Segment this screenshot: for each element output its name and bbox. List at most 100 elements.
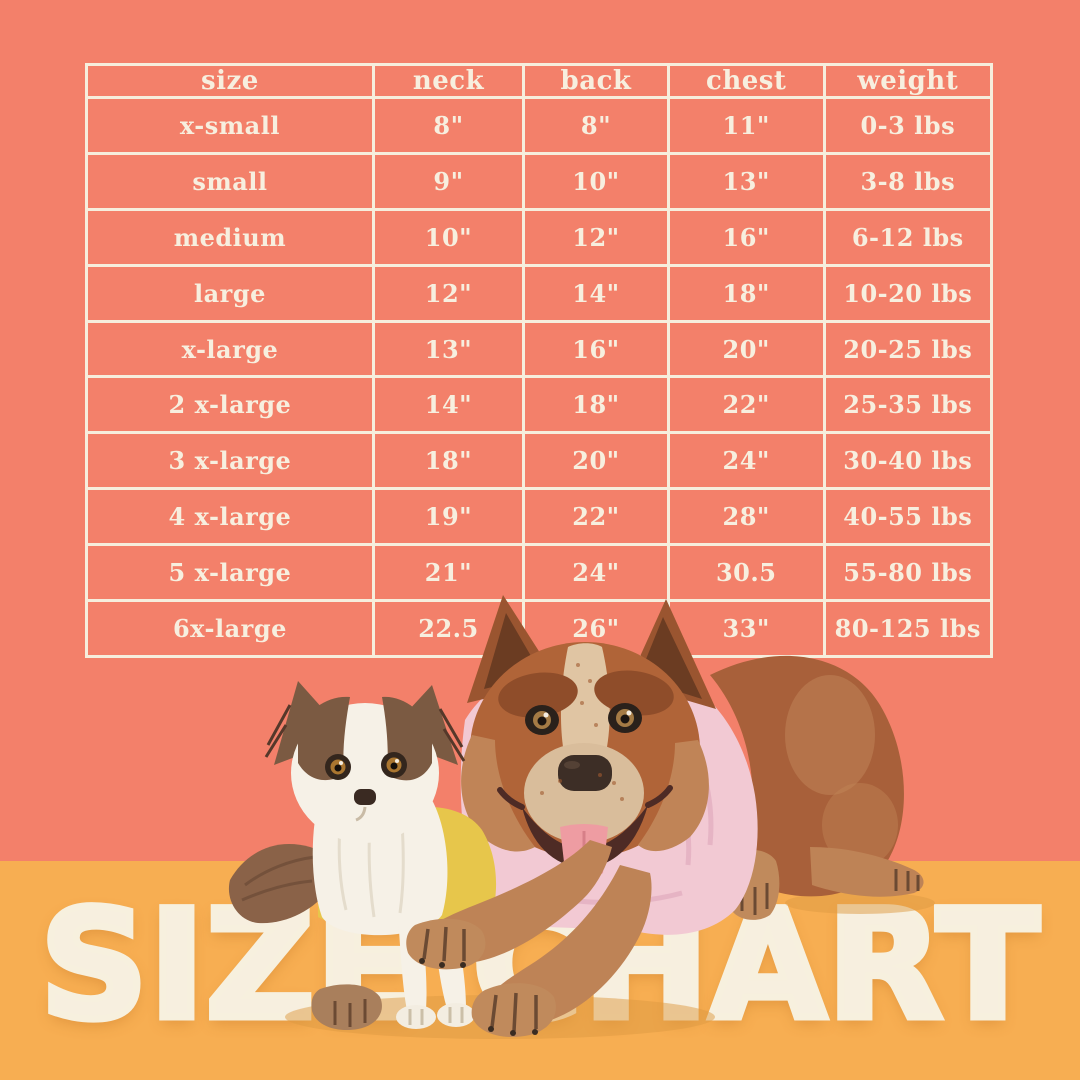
table-cell: 16"	[522, 319, 670, 379]
header-row: size neck back chest weight	[85, 63, 994, 99]
table-cell: 20"	[522, 431, 670, 491]
dogs-illustration	[228, 595, 935, 1039]
table-row: large 12" 14" 18" 10-20 lbs	[85, 263, 994, 323]
table-cell: 12"	[371, 263, 526, 323]
left-pupil	[537, 716, 547, 726]
chihuahua	[228, 681, 497, 1031]
table-cell: 18"	[666, 263, 826, 323]
column-header: size	[85, 63, 375, 99]
table-row: x-large 13" 16" 20" 20-25 lbs	[85, 319, 994, 379]
table-cell: 20-25 lbs	[822, 319, 994, 379]
table-cell: 22"	[666, 375, 826, 435]
table-cell: 33"	[666, 599, 826, 658]
table-cell: 6x-large	[85, 599, 375, 658]
table-cell: 25-35 lbs	[822, 375, 994, 435]
table-cell: 10-20 lbs	[822, 263, 994, 323]
table-row: 4 x-large 19" 22" 28" 40-55 lbs	[85, 487, 994, 547]
cheek-fur-left	[461, 735, 535, 852]
hind-paw-toes	[894, 869, 920, 891]
table-cell: 20"	[666, 319, 826, 379]
chihuahua-mouth	[355, 806, 367, 822]
paw-nail	[510, 1030, 516, 1036]
nose	[558, 755, 612, 791]
chihuahua-tail	[228, 843, 337, 924]
table-cell: 24"	[522, 543, 670, 603]
table-cell: 18"	[371, 431, 526, 491]
brow-right	[594, 670, 674, 716]
chihuahua-nose	[354, 789, 376, 805]
table-cell: 8"	[371, 96, 526, 155]
table-cell: x-small	[85, 96, 375, 155]
table-cell: 12"	[522, 207, 670, 267]
table-cell: 3-8 lbs	[822, 151, 994, 211]
table-cell: 9"	[371, 151, 526, 211]
table-cell: 5 x-large	[85, 543, 375, 603]
table-cell: 21"	[371, 543, 526, 603]
brow-left	[498, 672, 578, 718]
right-pupil	[390, 762, 398, 770]
table-cell: 13"	[371, 319, 526, 379]
table-cell: 10"	[522, 151, 670, 211]
forehead-blaze	[560, 643, 610, 747]
chihuahua-head	[264, 681, 466, 843]
left-pupil	[334, 764, 342, 772]
table-cell: 24"	[666, 431, 826, 491]
table-cell: 14"	[522, 263, 670, 323]
table-cell: 2 x-large	[85, 375, 375, 435]
paw-nail	[419, 958, 425, 964]
table-row: x-small 8" 8" 11" 0-3 lbs	[85, 96, 994, 155]
column-header: back	[522, 63, 670, 99]
table-cell: medium	[85, 207, 375, 267]
open-mouth	[522, 805, 648, 869]
front-paw-toes	[422, 926, 466, 962]
table-cell: 30.5	[666, 543, 826, 603]
speckles	[540, 663, 624, 801]
chihuahua-rear-paw	[311, 984, 382, 1031]
cattle-dog-head	[461, 595, 716, 880]
paw-nail	[460, 962, 466, 968]
table-cell: large	[85, 263, 375, 323]
size-chart-table: size neck back chest weight x-small 8" 8" 11" 0-…	[85, 63, 994, 658]
front-paw-toes	[408, 1007, 464, 1025]
column-header: weight	[822, 63, 994, 99]
table-cell: 19"	[371, 487, 526, 547]
right-pupil	[620, 714, 630, 724]
right-eye-highlight	[395, 759, 399, 763]
table-cell: 22"	[522, 487, 670, 547]
nose-shine	[564, 761, 580, 769]
front-paw-toes	[490, 992, 538, 1032]
table-cell: 6-12 lbs	[822, 207, 994, 267]
column-header: neck	[371, 63, 526, 99]
table-cell: 18"	[522, 375, 670, 435]
table-cell: 55-80 lbs	[822, 543, 994, 603]
table-row: medium 10" 12" 16" 6-12 lbs	[85, 207, 994, 267]
table-cell: 0-3 lbs	[822, 96, 994, 155]
tail-fur-lines	[241, 855, 316, 902]
smile-corners	[497, 785, 673, 810]
table-cell: 28"	[666, 487, 826, 547]
right-eye-highlight	[626, 710, 632, 716]
table-cell: 13"	[666, 151, 826, 211]
table-body: x-small 8" 8" 11" 0-3 lbs small 9" 10" 13" 3-8 lb…	[85, 96, 994, 658]
table-row: 3 x-large 18" 20" 24" 30-40 lbs	[85, 431, 994, 491]
hindleg-shadow	[785, 892, 935, 914]
table-cell: 30-40 lbs	[822, 431, 994, 491]
table-cell: 10"	[371, 207, 526, 267]
paw-nail	[488, 1026, 494, 1032]
chihuahua-front-paw	[437, 1003, 475, 1027]
table-cell: 3 x-large	[85, 431, 375, 491]
table-cell: 4 x-large	[85, 487, 375, 547]
table-row: 5 x-large 21" 24" 30.5 55-80 lbs	[85, 543, 994, 603]
column-header: chest	[666, 63, 826, 99]
paw-nail	[439, 962, 445, 968]
ear-fringe	[264, 704, 466, 762]
table-cell: 40-55 lbs	[822, 487, 994, 547]
rear-paw-toes	[333, 999, 367, 1027]
table-row: small 9" 10" 13" 3-8 lbs	[85, 151, 994, 211]
cheek-fur-right	[638, 740, 709, 852]
table-cell: 8"	[522, 96, 670, 155]
table-cell: small	[85, 151, 375, 211]
table-cell: 80-125 lbs	[822, 599, 994, 658]
muzzle	[524, 743, 644, 843]
